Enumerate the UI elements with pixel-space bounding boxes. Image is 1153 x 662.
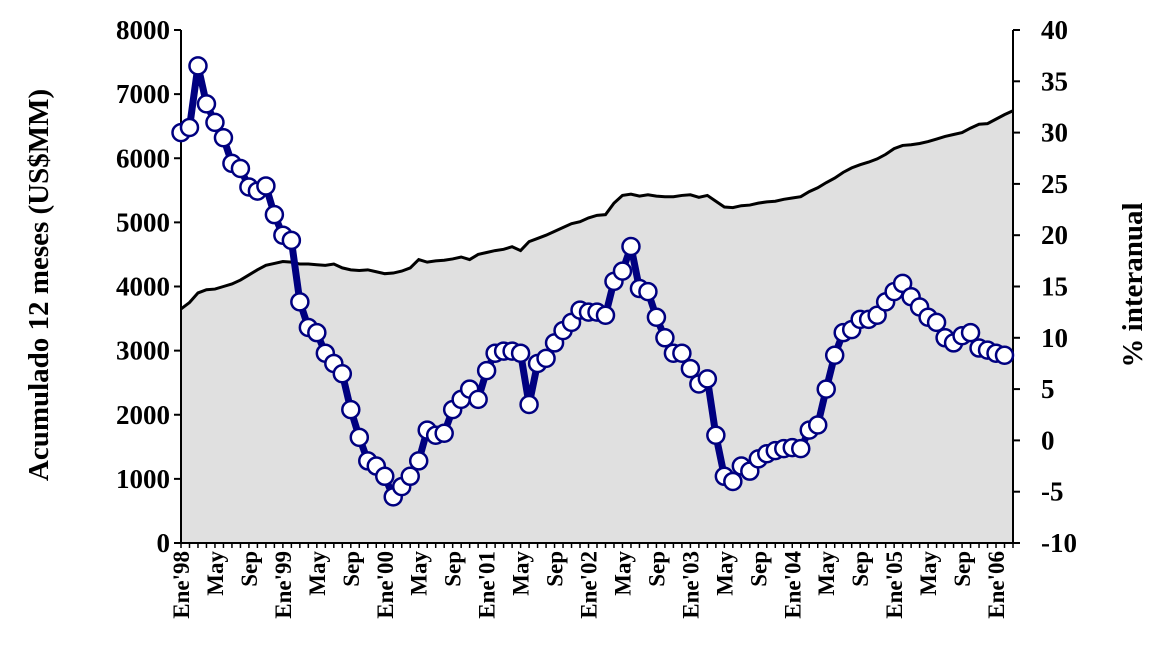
x-axis-ticks: Ene'98 May Sep Ene'99 May Sep Ene'00 May Sep Ene'… [169, 543, 1014, 619]
right-tick-label: -5 [1041, 477, 1064, 507]
x-tick-label: Ene'98 [169, 551, 194, 619]
pct-marker [892, 273, 913, 294]
pct-marker [655, 328, 675, 348]
pct-marker [723, 471, 743, 492]
pct-marker [697, 369, 718, 389]
pct-marker [341, 399, 361, 420]
x-tick-label: Ene'00 [373, 551, 398, 619]
pct-marker [706, 425, 726, 446]
pct-marker [510, 343, 531, 363]
x-tick-label: Ene'01 [475, 551, 500, 619]
x-tick-label: Ene'04 [780, 551, 805, 619]
right-tick-label: 15 [1041, 272, 1068, 302]
pct-marker [867, 305, 887, 325]
x-tick-label: Sep [339, 551, 364, 587]
marker-layer [171, 56, 1015, 507]
x-tick-label: May [407, 551, 432, 596]
pct-marker [807, 415, 828, 435]
pct-marker [408, 451, 429, 471]
pct-marker [646, 307, 667, 328]
right-tick-label: 25 [1041, 169, 1068, 199]
left-tick-label: 0 [157, 528, 171, 558]
right-tick-label: 30 [1041, 118, 1068, 148]
right-tick-label: 40 [1041, 15, 1068, 45]
right-tick-label: 5 [1041, 374, 1055, 404]
pct-marker [264, 204, 285, 225]
pct-marker [307, 322, 327, 343]
pct-marker [230, 158, 251, 179]
area-line [180, 109, 1014, 311]
x-tick-label: May [712, 551, 737, 596]
x-tick-label: May [509, 551, 534, 596]
pct-marker [816, 379, 836, 399]
x-tick-label: Sep [848, 551, 873, 587]
x-tick-label: May [305, 551, 330, 596]
pct-marker [281, 230, 302, 251]
x-tick-label: Sep [441, 551, 466, 587]
right-tick-label: 10 [1041, 323, 1068, 353]
right-axis-title: % interanual [1117, 202, 1149, 367]
pct-marker [256, 176, 276, 196]
x-tick-label: Sep [237, 551, 262, 587]
left-axis-title: Acumulado 12 meses (US$MM) [23, 89, 55, 481]
x-tick-label: Ene'02 [577, 551, 602, 619]
pct-marker [468, 389, 488, 410]
pct-marker [188, 56, 208, 76]
x-tick-label: May [203, 551, 228, 596]
pct-marker [375, 466, 395, 487]
pct-marker [290, 292, 310, 312]
pct-marker [434, 423, 454, 443]
pct-marker [400, 466, 420, 487]
pct-marker [672, 343, 692, 363]
x-tick-label: May [916, 551, 941, 596]
pct-marker [960, 322, 981, 343]
right-axis-ticks: -10 -5 0 5 10 15 20 25 30 35 40 [1013, 15, 1077, 558]
pct-marker [638, 281, 658, 302]
pct-marker [595, 305, 616, 325]
x-tick-label: Ene'06 [984, 551, 1009, 619]
pct-marker [926, 312, 947, 333]
left-tick-label: 1000 [116, 464, 170, 494]
right-tick-label: 0 [1041, 425, 1055, 455]
pct-marker [332, 363, 353, 384]
pct-marker [612, 261, 633, 281]
x-tick-label: May [814, 551, 839, 596]
pct-marker [179, 117, 200, 138]
left-tick-label: 4000 [116, 272, 170, 302]
pct-marker [213, 127, 234, 148]
x-tick-label: Sep [543, 551, 568, 587]
pct-marker [621, 236, 641, 257]
pct-marker [476, 360, 497, 381]
right-tick-label: -10 [1041, 528, 1077, 558]
left-tick-label: 5000 [116, 207, 170, 237]
left-tick-label: 7000 [116, 79, 170, 109]
x-tick-label: Sep [950, 551, 975, 587]
right-tick-label: 35 [1041, 66, 1068, 96]
x-tick-label: Sep [746, 551, 771, 587]
left-tick-label: 8000 [116, 15, 170, 45]
right-tick-label: 20 [1041, 220, 1068, 250]
pct-marker [205, 112, 225, 133]
pct-marker [536, 348, 556, 369]
left-axis-ticks: 0 1000 2000 3000 4000 5000 6000 7000 8000 [116, 15, 181, 558]
x-tick-label: Sep [644, 551, 669, 587]
pct-marker [196, 94, 217, 114]
left-tick-label: 2000 [116, 400, 170, 430]
x-tick-label: May [610, 551, 635, 596]
pct-marker [824, 345, 845, 365]
pct-marker [680, 358, 701, 379]
pct-marker [349, 427, 370, 448]
pct-marker [519, 394, 539, 415]
x-tick-label: Ene'03 [678, 551, 703, 619]
left-tick-label: 3000 [116, 336, 170, 366]
x-tick-label: Ene'05 [882, 551, 907, 619]
pct-marker [791, 438, 811, 459]
pct-marker [994, 345, 1015, 365]
left-tick-label: 6000 [116, 143, 170, 173]
x-tick-label: Ene'99 [271, 551, 296, 619]
